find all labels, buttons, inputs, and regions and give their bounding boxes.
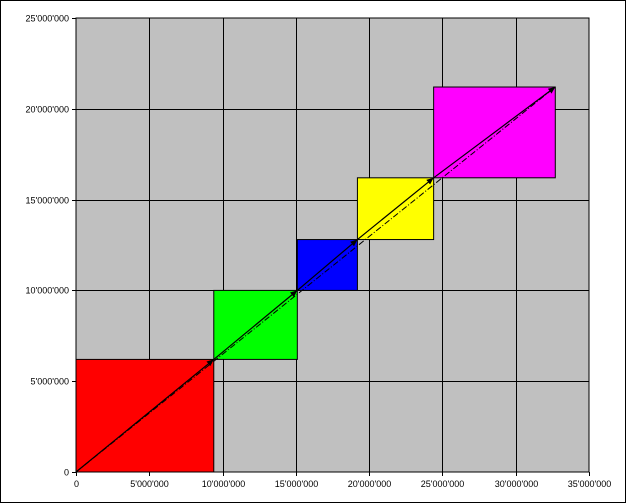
y-tick-label: 25'000'000 bbox=[26, 14, 69, 24]
x-tick-label: 15'000'000 bbox=[275, 479, 318, 489]
x-axis: 0 5'000'000 10'000'000 15'000'000 20'000'000… bbox=[74, 472, 611, 489]
arrow-segment bbox=[296, 239, 358, 291]
y-tick-label: 20'000'000 bbox=[26, 105, 69, 115]
y-axis: 0 5'000'000 10'000'000 15'000'000 20'000'000… bbox=[26, 14, 76, 478]
y-tick-label: 5'000'000 bbox=[31, 377, 69, 387]
arrow-segment bbox=[433, 86, 556, 179]
x-tick-label: 25'000'000 bbox=[421, 479, 464, 489]
y-tick-label: 0 bbox=[64, 468, 69, 478]
diagonal-dash-dot-line bbox=[75, 86, 556, 473]
arrow-segment bbox=[75, 358, 215, 473]
arrow-segment bbox=[357, 177, 435, 241]
x-tick-label: 5'000'000 bbox=[130, 479, 168, 489]
x-tick-label: 30'000'000 bbox=[495, 479, 538, 489]
x-tick-label: 20'000'000 bbox=[348, 479, 391, 489]
plot-area-border bbox=[75, 17, 590, 473]
x-tick-label: 10'000'000 bbox=[202, 479, 245, 489]
x-tick-label: 0 bbox=[74, 479, 79, 489]
y-tick-label: 10'000'000 bbox=[26, 286, 69, 296]
arrow-segment bbox=[213, 289, 298, 360]
x-tick-label: 35'000'000 bbox=[568, 479, 611, 489]
connector-lines bbox=[75, 86, 556, 473]
y-tick-label: 15'000'000 bbox=[26, 196, 69, 206]
